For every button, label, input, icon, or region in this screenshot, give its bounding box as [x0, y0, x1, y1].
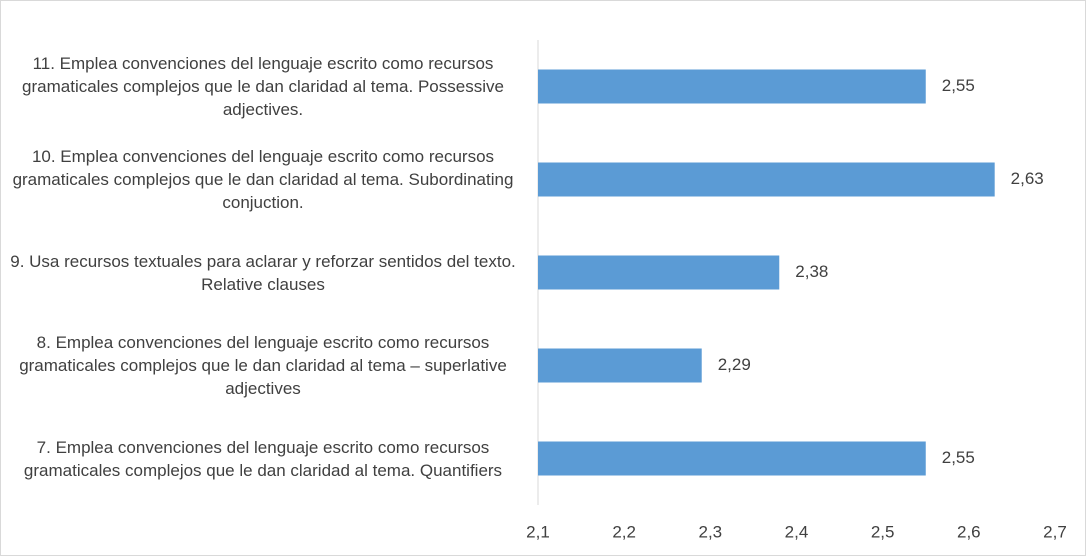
- x-tick-label: 2,2: [612, 522, 636, 541]
- bar: [538, 162, 995, 197]
- x-tick-label: 2,7: [1043, 522, 1067, 541]
- category-text: 11. Emplea convenciones del lenguaje esc…: [22, 54, 504, 119]
- y-tick-label: 9. Usa recursos textuales para aclarar y…: [8, 226, 518, 319]
- y-tick-label: 8. Emplea convenciones del lenguaje escr…: [8, 319, 518, 412]
- y-tick-label: 7. Emplea convenciones del lenguaje escr…: [8, 412, 518, 505]
- data-label: 2,29: [718, 355, 751, 374]
- y-tick-label: 10. Emplea convenciones del lenguaje esc…: [8, 133, 518, 226]
- x-tick-label: 2,3: [699, 522, 723, 541]
- data-label: 2,63: [1011, 169, 1044, 188]
- x-tick-label: 2,1: [526, 522, 550, 541]
- bar: [538, 348, 702, 383]
- data-label: 2,38: [795, 262, 828, 281]
- data-label: 2,55: [942, 76, 975, 95]
- category-text: 8. Emplea convenciones del lenguaje escr…: [19, 333, 507, 398]
- category-text: 10. Emplea convenciones del lenguaje esc…: [12, 147, 514, 212]
- x-tick-label: 2,5: [871, 522, 895, 541]
- x-tick-label: 2,6: [957, 522, 981, 541]
- bar: [538, 255, 780, 290]
- bar: [538, 441, 926, 476]
- y-tick-label: 11. Emplea convenciones del lenguaje esc…: [8, 40, 518, 133]
- x-tick-label: 2,4: [785, 522, 809, 541]
- data-label: 2,55: [942, 448, 975, 467]
- bar: [538, 69, 926, 104]
- category-text: 7. Emplea convenciones del lenguaje escr…: [23, 437, 503, 480]
- category-text: 9. Usa recursos textuales para aclarar y…: [10, 251, 516, 294]
